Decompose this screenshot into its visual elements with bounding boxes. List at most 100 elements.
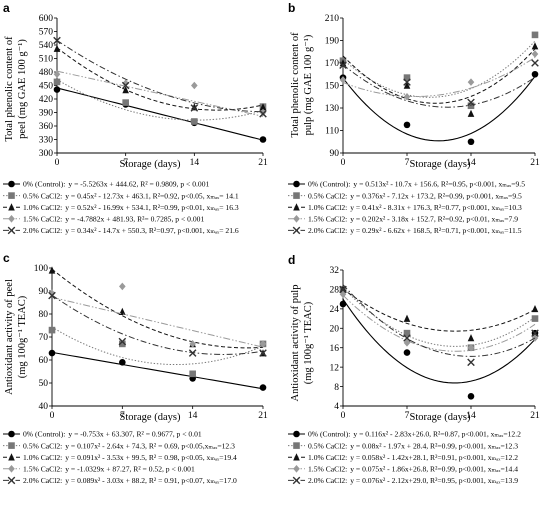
legend-equation: y = 0.202x² - 3.18x + 152.7, R²=0.92, p<…	[350, 215, 518, 224]
panel-b-plot	[339, 31, 539, 146]
legend-equation: y = 0.513x² - 10.7x + 156.6, R²=0.95, p<…	[353, 180, 525, 189]
panel-b-point	[403, 74, 411, 81]
panel-d-legend-marker-4	[293, 465, 300, 473]
panel-c-trendline-3	[51, 268, 264, 349]
legend-label: 0% (Control):	[23, 180, 65, 189]
legend-label: 0.5% CaCl2:	[23, 441, 62, 450]
panel-d-point	[467, 392, 475, 400]
panel-a-ytick-label: 300	[39, 149, 54, 159]
panel-d-ytick-label: 12	[330, 363, 340, 373]
panel-b-legend-entry-2: 0.5% CaCl2: y = 0.376x² - 7.12x + 173.2, …	[308, 191, 522, 200]
legend-equation: y = 0.45x² - 12.73x + 463.1, R²=0.92, p<…	[65, 191, 239, 200]
panel-b-xtick-label: 7	[405, 158, 410, 168]
panel-d-ytick-label: 4	[334, 402, 339, 412]
panel-c-legend-entry-3: 1.0% CaCl2: y = 0.091x² - 3.53x + 99.5, R…	[23, 453, 237, 462]
panel-d-xtick-label: 14	[466, 411, 476, 421]
panel-a-point	[122, 99, 129, 106]
panel-c-point	[259, 340, 267, 348]
panel-d-legend-entry-4: 1.5% CaCl2: y = 0.075x² - 1.86x+26.8, R²=…	[308, 465, 518, 474]
panel-a-trendline-4	[56, 70, 264, 117]
panel-c-legend-entry-1: 0% (Control): y = -0.753x + 63.307, R² = …	[23, 430, 202, 439]
panel-c-legend-marker-4	[8, 465, 15, 473]
panel-d-point	[531, 315, 539, 322]
panel-b: b Total phenolic content of pulp (mg GAE…	[288, 1, 540, 235]
panel-b-legend-marker-4	[293, 215, 300, 223]
panel-d-trendline-2	[342, 287, 536, 347]
legend-label: 1.5% CaCl2:	[308, 215, 347, 224]
panel-b-point	[531, 70, 539, 78]
panel-a-ytick-label: 510	[39, 55, 54, 65]
panel-b-xtick-label: 0	[341, 158, 346, 168]
legend-label: 1.0% CaCl2:	[23, 203, 62, 212]
panel-d-point	[403, 349, 411, 356]
panel-a-point	[191, 103, 198, 111]
panel-c-legend-entry-5: 2.0% CaCl2: y = 0.089x² - 3.03x + 88.2, R…	[23, 476, 237, 485]
panel-c-point	[48, 289, 56, 298]
legend-equation: y = -4.7882x + 481.93, R²= 0.7285, p < 0…	[65, 215, 204, 224]
panel-b-ytick-label: 150	[325, 82, 340, 92]
panel-d-legend-entry-3: 1.0% CaCl2: y = 0.058x² - 1.42x+28.1, R²=…	[308, 453, 518, 462]
panel-c-xtick-label: 14	[188, 411, 198, 421]
panel-b-ytick-label: 210	[325, 14, 340, 24]
panel-a-axes: 300 330 360 390 420 450 480 510 540 570 600 0 7 14 21	[39, 14, 268, 168]
panel-a-point	[122, 79, 129, 88]
panel-c-xtick-label: 0	[50, 411, 55, 421]
panel-a-legend: 0% (Control): y = -5.5263x + 444.62, R² =…	[3, 180, 239, 235]
panel-a-legend-marker-1	[8, 180, 15, 188]
legend-label: 1.0% CaCl2:	[23, 453, 62, 462]
panel-d-xtick-label: 7	[405, 411, 410, 421]
panel-b-ytick-label: 190	[325, 37, 340, 47]
legend-label: 1.5% CaCl2:	[308, 465, 347, 474]
panel-d-legend-marker-3	[293, 453, 300, 461]
panel-b-trendline-4	[342, 56, 536, 98]
panel-b-legend-marker-3	[293, 203, 300, 211]
panel-b-legend-entry-1: 0% (Control): y = 0.513x² - 10.7x + 156.6…	[308, 180, 525, 189]
panel-b-point	[403, 81, 411, 89]
panel-d-ytick-label: 28	[330, 286, 340, 296]
panel-a-point	[53, 36, 61, 45]
panel-c-ytick-label: 90	[39, 287, 49, 297]
panel-d-legend-entry-1: 0% (Control): y = 0.116x² - 2.83x+26.0, R…	[308, 430, 521, 439]
panel-c-point	[189, 370, 196, 378]
panel-b-point	[467, 109, 475, 117]
panel-b-trendline-2	[342, 40, 536, 98]
panel-c-ytick-label: 50	[39, 379, 49, 389]
legend-label: 2.0% CaCl2:	[308, 226, 347, 235]
legend-label: 1.5% CaCl2:	[23, 215, 62, 224]
panel-c-point	[48, 349, 56, 357]
panel-c-legend-entry-4: 1.5% CaCl2: y = -1.0329x + 87.27, R² = 0.…	[23, 465, 195, 474]
panel-b-point	[339, 61, 347, 70]
legend-equation: y = 0.29x² - 6.62x + 168.5, R²=0.71, p<0…	[350, 226, 522, 235]
legend-equation: y = 0.075x² - 1.86x+26.8, R²=0.99, p<0.0…	[350, 465, 518, 474]
panel-d-letter: d	[288, 253, 295, 267]
panel-c-point	[119, 307, 126, 315]
panel-a-legend-marker-2	[8, 192, 15, 199]
panel-b-xlabel: Storage (days)	[410, 159, 471, 170]
panel-d-legend: 0% (Control): y = 0.116x² - 2.83x+26.0, R…	[288, 430, 521, 485]
panel-a-point	[259, 110, 267, 118]
panel-a-point	[53, 44, 61, 52]
panel-b-point	[531, 31, 539, 39]
panel-d-point	[403, 339, 411, 347]
panel-c-xtick-label: 21	[258, 411, 268, 421]
panel-d-ytick-label: 8	[334, 383, 339, 393]
legend-equation: y = 0.058x² - 1.42x+28.1, R²=0.91, p<0.0…	[350, 453, 518, 462]
panel-b-point	[467, 98, 475, 107]
panel-c-point	[188, 349, 197, 357]
panel-b-legend-marker-5	[292, 226, 301, 235]
legend-equation: y = 0.376x² - 7.12x + 173.2, R²=0.99, p<…	[350, 191, 522, 200]
panel-d-trendline-4	[342, 294, 536, 352]
panel-b-legend-entry-3: 1.0% CaCl2: y = 0.41x² - 8.31x + 176.3, R…	[308, 203, 522, 212]
panel-c-ytick-label: 60	[39, 356, 49, 366]
legend-label: 0.5% CaCl2:	[23, 191, 62, 200]
panel-d-xtick-label: 21	[530, 411, 540, 421]
panel-a-ylabel-line-1: Total phenolic content of	[4, 36, 15, 142]
panel-d-ylabel-line-1: Antioxidant activity of pulp	[290, 285, 301, 402]
legend-equation: y = 0.41x² - 8.31x + 176.3, R²=0.77, p<0…	[350, 203, 522, 212]
panel-b-legend-entry-4: 1.5% CaCl2: y = 0.202x² - 3.18x + 152.7, …	[308, 215, 518, 224]
panel-c-ylabel-line-2: (mg 100g⁻¹ TEAC)	[17, 295, 28, 378]
panel-d-ytick-label: 24	[330, 305, 340, 315]
panel-a-legend-marker-4	[8, 215, 15, 223]
legend-equation: y = 0.52x² - 16.99x + 534.1, R²=0.99, p<…	[65, 203, 239, 212]
